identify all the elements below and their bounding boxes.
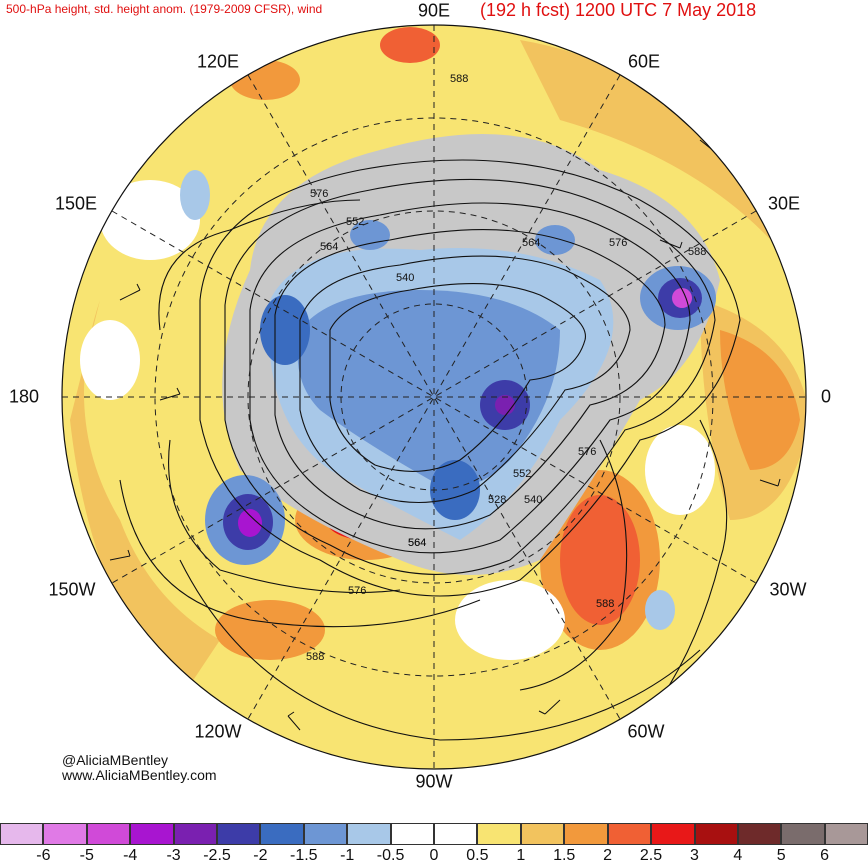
lon-label-180: 180: [8, 386, 40, 407]
lon-label-120e: 120E: [196, 51, 240, 72]
contour-label: 588: [596, 598, 614, 610]
height-contours: [119, 159, 741, 741]
colorbar-tick-label: -2: [253, 847, 268, 864]
colorbar-tick-label: 1.5: [553, 847, 576, 864]
anomaly-positive-region: [380, 27, 440, 63]
contour-label: 576: [348, 585, 366, 597]
colorbar-swatch: [781, 823, 825, 845]
colorbar-tick-label: -4: [123, 847, 138, 864]
anomaly-negative-region: [430, 460, 480, 520]
contour-label: 528: [488, 494, 506, 506]
colorbar-tick-label: 6: [820, 847, 830, 864]
colorbar-swatch: [86, 823, 131, 845]
anomaly-negative-region: [350, 220, 390, 250]
anomaly-neutral-region: [100, 180, 200, 260]
colorbar-tick-label: -1: [340, 847, 355, 864]
colorbar-swatch: [217, 823, 261, 845]
colorbar-swatch: [434, 823, 478, 845]
colorbar-swatch: [130, 823, 174, 845]
colorbar-tick-label: 0: [429, 847, 439, 864]
colorbar-tick-label: 2.5: [639, 847, 663, 864]
contour-label: 564: [522, 237, 540, 249]
colorbar-swatch: [737, 823, 782, 845]
anomaly-neutral-region: [455, 580, 565, 660]
lon-label-30w: 30W: [769, 579, 807, 600]
anomaly-neutral-region: [80, 320, 140, 400]
colorbar-swatch: [824, 823, 868, 845]
anomaly-positive-region: [215, 600, 325, 660]
lon-label-90w: 90W: [415, 771, 453, 792]
credit-handle: @AliciaMBentley: [62, 752, 169, 768]
contour-label: 552: [346, 216, 364, 228]
contour-label: 576: [310, 188, 328, 200]
colorbar: [0, 823, 868, 845]
contour-label: 564: [320, 241, 338, 253]
anomaly-negative-region: [260, 295, 310, 365]
anomaly-negative-region: [180, 170, 210, 220]
contour-label: 576: [609, 237, 627, 249]
contour-label: 588: [450, 73, 468, 85]
contour-label: 564: [408, 537, 426, 549]
anomaly-positive-region: [520, 40, 787, 250]
contour-label: 540: [396, 272, 414, 284]
colorbar-swatch: [607, 823, 652, 845]
colorbar-tick-label: -2.5: [203, 847, 231, 864]
colorbar-tick-label: 2: [603, 847, 613, 864]
colorbar-swatch: [520, 823, 565, 845]
forecast-time-title: (192 h fcst) 1200 UTC 7 May 2018: [480, 0, 757, 20]
lon-label-150e: 150E: [54, 193, 98, 214]
lon-label-30e: 30E: [767, 193, 801, 214]
anomaly-negative-region: [672, 288, 692, 308]
lon-label-60e: 60E: [627, 51, 661, 72]
lon-label-0: 0: [820, 386, 832, 407]
lon-label-90e: 90E: [417, 0, 451, 21]
contour-label: 576: [578, 446, 596, 458]
lon-label-120w: 120W: [194, 721, 242, 742]
anomaly-positive-region: [720, 330, 800, 470]
anomaly-positive-region: [560, 495, 640, 625]
polar-stereographic-map: 588 576 552 564 564 540 564 576 588 552 …: [61, 24, 807, 770]
credit-website: www.AliciaMBentley.com: [62, 767, 217, 783]
anomaly-negative-region: [535, 225, 575, 255]
contour-label: 588: [688, 246, 706, 258]
anomaly-negative-region: [238, 509, 262, 537]
colorbar-tick-label: 4: [733, 847, 743, 864]
anomaly-negative-region: [495, 395, 515, 415]
colorbar-swatch: [43, 823, 87, 845]
colorbar-swatch: [0, 823, 44, 845]
map-boundary: [61, 24, 807, 770]
colorbar-swatch: [303, 823, 348, 845]
colorbar-swatch: [173, 823, 218, 845]
contour-label: 564: [408, 537, 426, 549]
contour-label: 540: [524, 494, 542, 506]
colorbar-tick-label: -6: [36, 847, 51, 864]
colorbar-swatch: [347, 823, 391, 845]
lon-label-60w: 60W: [627, 721, 665, 742]
colorbar-swatch: [260, 823, 304, 845]
colorbar-tick-label: -0.5: [376, 847, 405, 864]
anomaly-negative-region: [645, 590, 675, 630]
colorbar-swatch: [694, 823, 738, 845]
colorbar-swatch: [390, 823, 435, 845]
map-title: 500-hPa height, std. height anom. (1979-…: [6, 2, 323, 16]
contour-label: 588: [306, 651, 324, 663]
lon-label-150w: 150W: [48, 579, 96, 600]
colorbar-swatch: [651, 823, 695, 845]
colorbar-tick-label: 1: [516, 847, 526, 864]
colorbar-tick-label: 3: [689, 847, 699, 864]
graticule: [62, 25, 806, 769]
contour-labels: 588 576 552 564 564 540 564 576 588 552 …: [306, 73, 706, 663]
contour-label: 552: [513, 468, 531, 480]
anomaly-positive-region: [70, 300, 220, 700]
anomaly-neutral-region: [645, 425, 715, 515]
colorbar-swatch: [477, 823, 521, 845]
colorbar-swatch: [564, 823, 608, 845]
colorbar-tick-label: -5: [79, 847, 94, 864]
colorbar-tick-label: 5: [776, 847, 786, 864]
colorbar-tick-label: -3: [166, 847, 181, 864]
colorbar-tick-label: 0.5: [466, 847, 489, 864]
colorbar-tick-label: -1.5: [290, 847, 318, 864]
